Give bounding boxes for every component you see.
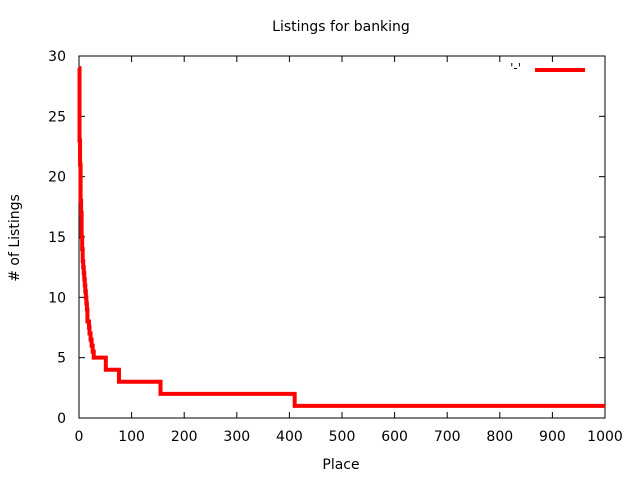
legend: '-' [510, 61, 585, 75]
series-layer [77, 66, 605, 408]
y-tick-label: 15 [48, 230, 66, 246]
y-tick-label: 5 [57, 351, 66, 367]
y-axis-title: # of Listings [7, 194, 23, 282]
y-tick-label: 10 [48, 290, 66, 306]
x-tick-label: 900 [539, 429, 566, 445]
x-tick-label: 200 [171, 429, 198, 445]
x-tick-label: 100 [118, 429, 145, 445]
x-tick-label: 1000 [587, 429, 623, 445]
y-tick-label: 20 [48, 170, 66, 186]
y-axis: 0 5 10 15 20 25 30 [48, 49, 605, 427]
x-tick-label: 300 [223, 429, 250, 445]
y-tick-label: 25 [48, 109, 66, 125]
x-tick-label: 500 [329, 429, 356, 445]
x-tick-label: 800 [486, 429, 513, 445]
y-tick-label: 0 [57, 411, 66, 427]
x-tick-label: 600 [381, 429, 408, 445]
x-tick-label: 400 [276, 429, 303, 445]
chart-title: Listings for banking [272, 19, 410, 35]
x-axis-title: Place [322, 457, 359, 473]
x-axis: 0 100 200 300 400 500 600 700 800 900 1000 [75, 56, 623, 445]
plot-area-frame [78, 55, 606, 419]
x-tick-label: 0 [75, 429, 84, 445]
y-tick-label: 30 [48, 49, 66, 65]
legend-label: '-' [510, 61, 521, 75]
x-tick-label: 700 [434, 429, 461, 445]
series-line [77, 66, 605, 408]
